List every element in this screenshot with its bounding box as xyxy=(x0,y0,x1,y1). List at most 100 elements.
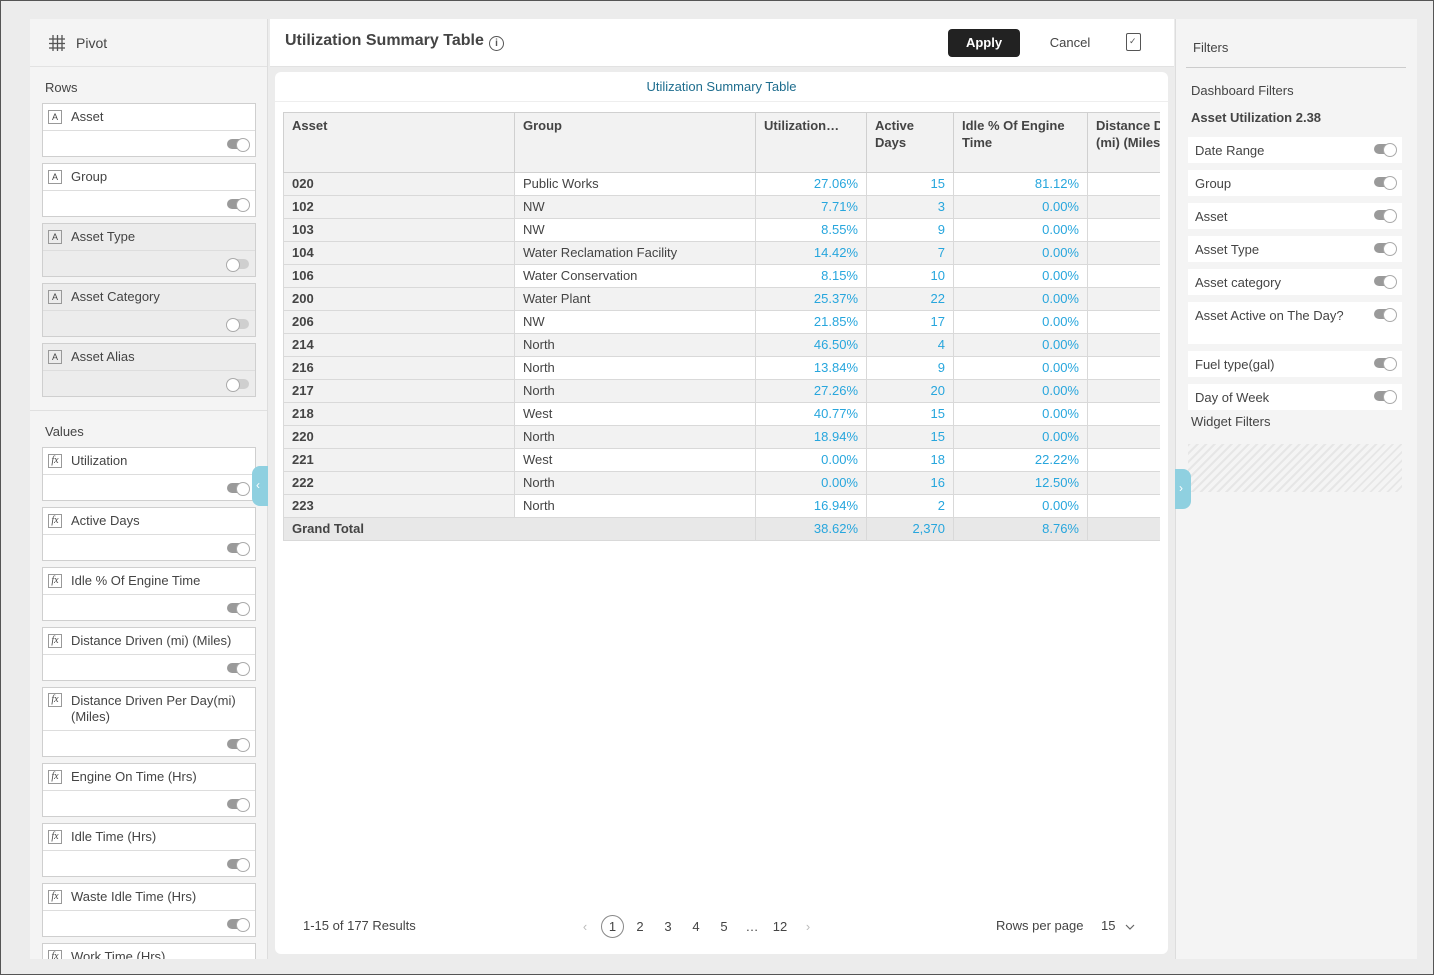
grand-total-label: Grand Total xyxy=(283,517,756,541)
filter-toggle[interactable] xyxy=(1374,390,1397,404)
pivot-field-footer xyxy=(43,475,255,500)
filter-toggle[interactable] xyxy=(1374,275,1397,289)
column-header[interactable]: Group xyxy=(514,112,756,173)
dashboard-filter-item[interactable]: Asset Active on The Day? xyxy=(1188,302,1402,344)
dashboard-filter-item[interactable]: Group xyxy=(1188,170,1402,196)
rows-per-page-select[interactable]: 15 xyxy=(1101,918,1135,933)
dashboard-filter-item[interactable]: Asset category xyxy=(1188,269,1402,295)
filter-toggle[interactable] xyxy=(1374,209,1397,223)
asset-cell: 214 xyxy=(283,333,515,357)
column-header[interactable]: Distance D (mi) (Miles xyxy=(1087,112,1160,173)
pivot-field-toggle[interactable] xyxy=(227,602,250,616)
pivot-field-toggle[interactable] xyxy=(227,918,250,932)
pivot-field[interactable]: fx Engine On Time (Hrs) xyxy=(42,763,256,817)
pivot-table-wrapper[interactable]: Asset Group Utilization… Active Days Idle % … xyxy=(283,112,1160,557)
collapse-right-panel-button[interactable]: › xyxy=(1175,469,1191,509)
dashboard-filter-item[interactable]: Asset Type xyxy=(1188,236,1402,262)
filter-toggle[interactable] xyxy=(1374,308,1397,322)
collapse-left-panel-button[interactable]: ‹ xyxy=(252,466,268,506)
filter-toggle[interactable] xyxy=(1374,176,1397,190)
values-list: fx Utilization fx Active Days fx Idle % Of En… xyxy=(30,447,267,959)
pivot-field-toggle[interactable] xyxy=(227,482,250,496)
value-cell: 18.94% xyxy=(755,425,867,449)
pagination-bar: 1-15 of 177 Results ‹ 1 2 3 4 5 … 12 › Rows per … xyxy=(275,914,1168,938)
pivot-field-toggle[interactable] xyxy=(226,318,249,332)
pivot-field-label: Work Time (Hrs) xyxy=(71,949,166,959)
page-number-button[interactable]: 1 xyxy=(601,914,624,938)
asset-cell: 206 xyxy=(283,310,515,334)
pivot-field-footer xyxy=(43,535,255,560)
table-row: 020 Public Works 27.06% 15 81.12% xyxy=(283,172,1160,196)
pivot-field[interactable]: fx Utilization xyxy=(42,447,256,501)
prev-page-button[interactable]: ‹ xyxy=(582,918,588,934)
value-cell: 0.00% xyxy=(953,402,1088,426)
pivot-field-toggle[interactable] xyxy=(226,258,249,272)
pivot-field-toggle[interactable] xyxy=(227,138,250,152)
pivot-field[interactable]: fx Distance Driven (mi) (Miles) xyxy=(42,627,256,681)
formula-icon: fx xyxy=(48,830,62,844)
value-cell xyxy=(1087,471,1160,495)
info-icon[interactable]: i xyxy=(489,36,504,51)
dashboard-filter-item[interactable]: Day of Week xyxy=(1188,384,1402,410)
column-header[interactable]: Idle % Of Engine Time xyxy=(953,112,1088,173)
pivot-field[interactable]: fx Active Days xyxy=(42,507,256,561)
filter-toggle[interactable] xyxy=(1374,242,1397,256)
pivot-field-toggle[interactable] xyxy=(226,378,249,392)
value-cell: 25.37% xyxy=(755,287,867,311)
export-document-icon[interactable] xyxy=(1126,33,1141,51)
column-header[interactable]: Active Days xyxy=(866,112,954,173)
page-number-button[interactable]: 4 xyxy=(692,918,700,934)
pivot-field[interactable]: fx Idle Time (Hrs) xyxy=(42,823,256,877)
pivot-field[interactable]: fx Distance Driven Per Day(mi) (Miles) xyxy=(42,687,256,757)
value-cell: 15 xyxy=(866,425,954,449)
page-number-button[interactable]: 2 xyxy=(636,918,644,934)
pivot-field-toggle[interactable] xyxy=(227,858,250,872)
rows-section-title: Rows xyxy=(45,80,78,95)
pivot-panel: Pivot Rows A Asset A Group A Asset Type A Asset… xyxy=(30,19,268,959)
page-number-button[interactable]: 3 xyxy=(664,918,672,934)
pivot-field-label: Asset Alias xyxy=(71,349,135,364)
filter-toggle[interactable] xyxy=(1374,357,1397,371)
filters-panel: Filters Dashboard Filters Asset Utilizat… xyxy=(1175,19,1417,959)
cancel-button[interactable]: Cancel xyxy=(1049,35,1091,50)
page-number-button[interactable]: 12 xyxy=(772,918,788,934)
group-cell: Water Reclamation Facility xyxy=(514,241,756,265)
widget-filters-dropzone[interactable] xyxy=(1188,444,1402,492)
pivot-field-toggle[interactable] xyxy=(227,542,250,556)
apply-button[interactable]: Apply xyxy=(948,29,1020,57)
grand-total-row: Grand Total 38.62% 2,370 8.76% xyxy=(283,517,1160,541)
pivot-field[interactable]: A Asset xyxy=(42,103,256,157)
pivot-field[interactable]: A Asset Category xyxy=(42,283,256,337)
dashboard-filter-item[interactable]: Fuel type(gal) xyxy=(1188,351,1402,377)
value-cell xyxy=(1087,310,1160,334)
filter-toggle[interactable] xyxy=(1374,143,1397,157)
dashboard-filter-item[interactable]: Asset xyxy=(1188,203,1402,229)
pivot-field-toggle[interactable] xyxy=(227,198,250,212)
pivot-field[interactable]: A Asset Alias xyxy=(42,343,256,397)
pivot-field[interactable]: A Asset Type xyxy=(42,223,256,277)
pivot-field[interactable]: fx Work Time (Hrs) xyxy=(42,943,256,959)
next-page-button[interactable]: › xyxy=(805,918,811,934)
pivot-field-header: fx Work Time (Hrs) xyxy=(43,944,255,959)
column-header[interactable]: Utilization… xyxy=(755,112,867,173)
group-cell: West xyxy=(514,448,756,472)
pivot-field-toggle[interactable] xyxy=(227,738,250,752)
pivot-field-toggle[interactable] xyxy=(227,798,250,812)
column-header[interactable]: Asset xyxy=(283,112,515,173)
pivot-field-footer xyxy=(43,791,255,816)
pivot-field-toggle[interactable] xyxy=(227,662,250,676)
formula-icon: fx xyxy=(48,693,62,707)
pivot-field-label: Active Days xyxy=(71,513,140,528)
value-cell: 3 xyxy=(866,195,954,219)
pivot-field-label: Engine On Time (Hrs) xyxy=(71,769,197,784)
pivot-field[interactable]: fx Idle % Of Engine Time xyxy=(42,567,256,621)
pivot-field[interactable]: A Group xyxy=(42,163,256,217)
pivot-field-footer xyxy=(43,191,255,216)
pivot-field[interactable]: fx Waste Idle Time (Hrs) xyxy=(42,883,256,937)
pivot-field-footer xyxy=(43,595,255,620)
asset-cell: 217 xyxy=(283,379,515,403)
pivot-field-header: A Group xyxy=(43,164,255,191)
page-number-button[interactable]: 5 xyxy=(720,918,728,934)
dashboard-filter-item[interactable]: Date Range xyxy=(1188,137,1402,163)
group-cell: North xyxy=(514,471,756,495)
